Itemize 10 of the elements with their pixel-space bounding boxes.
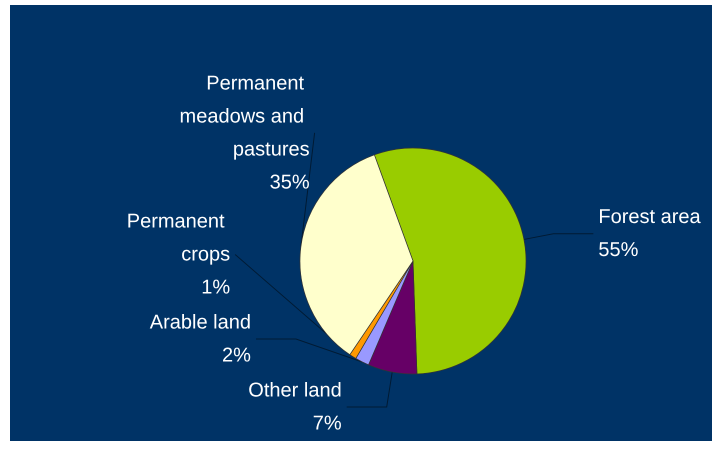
slice-label: Arable land xyxy=(150,312,251,334)
data-label: 55% xyxy=(598,239,639,262)
data-label: 35% xyxy=(270,171,310,194)
slice-label: Forest area xyxy=(598,206,702,228)
data-label: 2% xyxy=(222,344,252,366)
slice-label: Permanent crops xyxy=(126,210,230,266)
data-label: 7% xyxy=(312,412,342,434)
slice-label: Permanent meadows and pastures xyxy=(180,72,310,160)
data-label: 1% xyxy=(201,276,230,298)
slice-label: Other land xyxy=(248,380,342,402)
